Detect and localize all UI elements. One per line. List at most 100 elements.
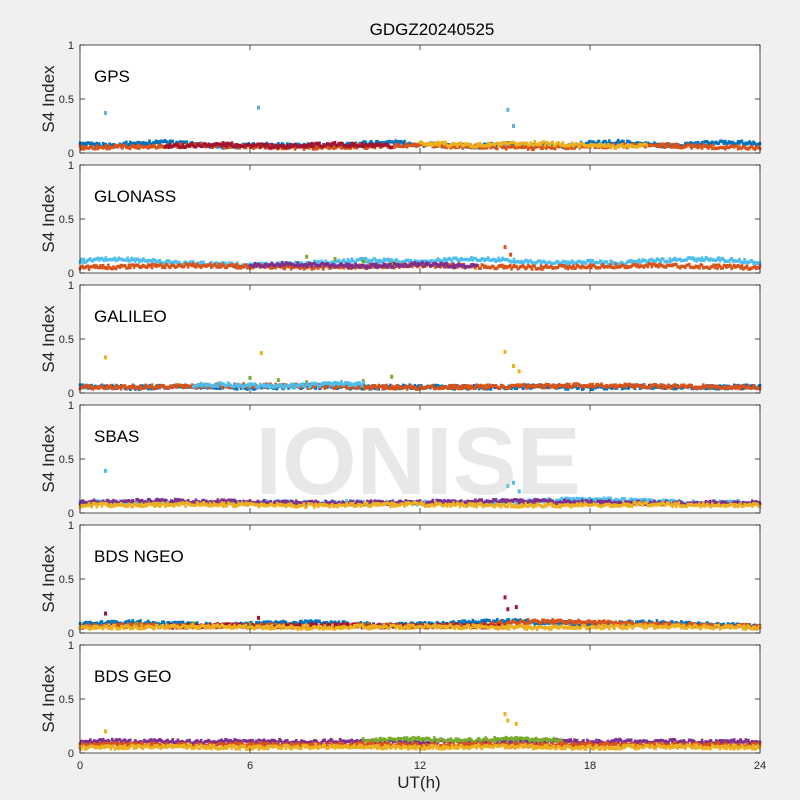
data-point	[497, 143, 500, 148]
data-point	[107, 263, 110, 267]
data-point	[137, 386, 141, 390]
data-point	[548, 260, 552, 264]
data-point	[650, 385, 654, 389]
data-point	[100, 384, 104, 388]
data-point	[113, 256, 117, 260]
data-point	[743, 257, 746, 262]
data-point	[260, 142, 263, 146]
data-point	[363, 264, 366, 268]
data-point	[569, 497, 572, 502]
data-point	[199, 381, 203, 385]
data-point	[216, 384, 220, 388]
data-point	[110, 267, 114, 271]
data-point	[525, 145, 529, 149]
data-point	[327, 263, 330, 267]
data-point	[94, 147, 97, 151]
data-point	[270, 142, 274, 147]
series-2	[163, 140, 393, 150]
data-point	[623, 382, 627, 386]
data-point	[373, 144, 377, 148]
data-point	[268, 385, 271, 389]
data-point	[448, 383, 451, 388]
data-point	[306, 263, 310, 267]
data-point	[445, 259, 449, 263]
series-4	[503, 245, 513, 257]
data-point	[351, 500, 355, 504]
data-point	[203, 142, 207, 146]
data-point	[556, 259, 560, 263]
data-point	[253, 382, 257, 386]
data-point	[362, 257, 365, 261]
data-point	[604, 139, 607, 144]
data-point	[601, 263, 605, 267]
data-point	[269, 383, 272, 387]
data-point	[722, 142, 726, 146]
data-point	[228, 498, 231, 502]
data-point	[252, 263, 256, 267]
data-point	[717, 256, 721, 260]
data-point	[346, 381, 350, 385]
data-point	[404, 262, 408, 267]
data-point	[650, 265, 654, 269]
data-point	[462, 143, 466, 148]
series-2	[78, 382, 762, 391]
data-point	[371, 145, 374, 149]
data-point	[647, 498, 651, 502]
data-point	[615, 140, 619, 144]
data-point	[438, 143, 441, 147]
data-point	[591, 382, 594, 386]
data-point	[318, 384, 321, 388]
data-point	[333, 140, 337, 145]
data-point	[392, 385, 396, 389]
data-point	[736, 147, 740, 151]
data-point	[347, 386, 351, 390]
outlier-point	[104, 111, 107, 116]
data-point	[525, 259, 529, 263]
data-point	[163, 266, 167, 270]
data-point	[131, 383, 135, 387]
data-point	[591, 387, 594, 392]
outlier-point	[509, 252, 513, 257]
data-point	[570, 141, 574, 145]
data-point	[116, 258, 119, 262]
data-point	[394, 262, 397, 266]
data-point	[422, 264, 426, 268]
data-point	[177, 260, 181, 265]
data-point	[671, 145, 674, 149]
data-point	[137, 146, 141, 150]
data-point	[195, 262, 199, 266]
data-point	[143, 386, 146, 390]
data-point	[702, 143, 705, 147]
data-point	[162, 384, 166, 388]
data-point	[277, 145, 280, 150]
data-point	[414, 263, 418, 268]
data-point	[222, 264, 226, 268]
data-point	[188, 144, 191, 149]
data-point	[81, 383, 84, 387]
data-point	[497, 256, 500, 260]
data-point	[466, 386, 469, 391]
data-point	[131, 499, 135, 503]
y-axis-label: S4 Index	[39, 185, 58, 253]
data-point	[246, 387, 249, 391]
data-point	[373, 265, 377, 269]
data-point	[605, 260, 609, 264]
data-point	[122, 141, 126, 145]
data-point	[481, 257, 485, 261]
data-point	[494, 383, 498, 388]
data-point	[324, 259, 328, 263]
data-point	[516, 383, 520, 387]
data-point	[244, 263, 248, 267]
data-point	[194, 265, 198, 269]
y-tick-label: 1	[68, 160, 74, 172]
data-point	[735, 144, 739, 148]
data-point	[180, 140, 184, 144]
data-point	[235, 143, 239, 147]
data-point	[735, 142, 739, 146]
data-point	[371, 259, 374, 263]
data-point	[135, 146, 138, 150]
outlier-point	[305, 380, 309, 385]
data-point	[134, 259, 137, 264]
